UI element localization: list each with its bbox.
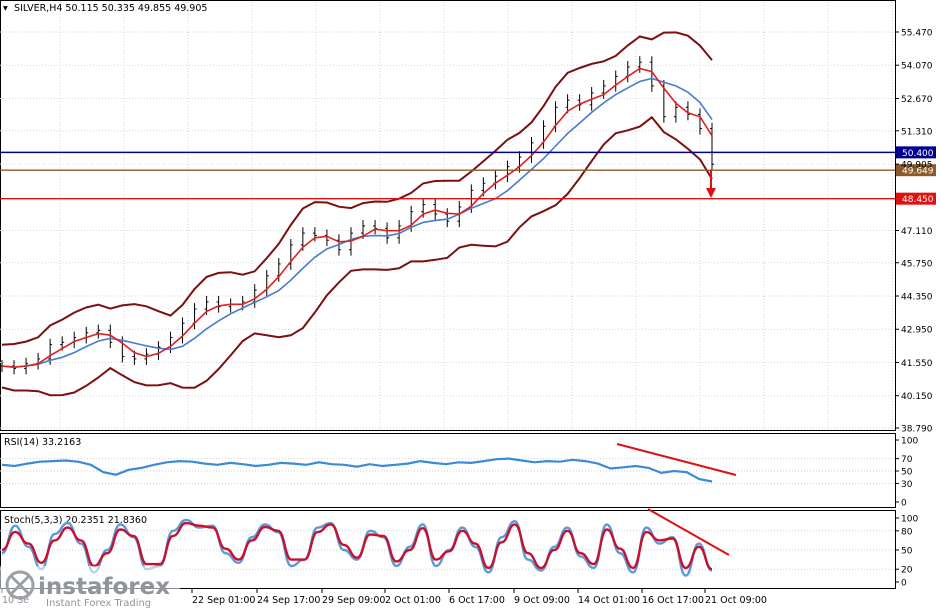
level-49649-tag xyxy=(896,164,936,177)
price-panel[interactable] xyxy=(0,0,896,431)
price-tick-label: 41.550 xyxy=(901,359,933,369)
price-tick-label: 42.950 xyxy=(901,326,933,336)
rsi-line xyxy=(1,457,713,483)
rsi-label: RSI(14) 33.2163 xyxy=(4,437,81,448)
time-tick-label: 9 Oct 09:00 xyxy=(514,595,570,606)
level-48450-tag xyxy=(896,192,936,205)
watermark-tagline: Instant Forex Trading xyxy=(46,598,151,609)
price-tick-label: 52.670 xyxy=(901,95,933,105)
stoch-axis: 100 80 50 20 0 xyxy=(895,515,918,589)
stoch-label: Stoch(5,3,3) 20.2351 21.8360 xyxy=(4,515,147,526)
time-tick-label: 21 Oct 09:00 xyxy=(705,595,767,606)
time-tick-label: 6 Oct 17:00 xyxy=(449,595,505,606)
price-tick-label: 55.470 xyxy=(901,29,933,39)
rsi-tick-label: 0 xyxy=(901,499,907,509)
stoch-tick-label: 20 xyxy=(901,566,913,576)
price-tick-label: 45.750 xyxy=(901,259,933,269)
level-50400-tag-label: 50.400 xyxy=(902,149,934,159)
time-tick-label: 16 Oct 17:00 xyxy=(642,595,704,606)
stoch-tick-label: 80 xyxy=(901,527,913,537)
instaforex-logo-mark xyxy=(5,570,35,600)
rsi-tick-label: 100 xyxy=(901,437,918,447)
rsi-grid xyxy=(0,458,895,484)
price-axis: 55.470 54.070 52.670 51.310 49.905 47.110 45.7… xyxy=(895,29,933,435)
level-lines: 50.400 49.649 48.450 xyxy=(0,146,936,205)
price-tick-label: 54.070 xyxy=(901,62,933,72)
moving-averages xyxy=(1,67,713,369)
time-tick-label: 29 Sep 09:00 xyxy=(322,595,385,606)
level-50400-tag xyxy=(896,146,936,159)
price-tick-label: 49.905 xyxy=(901,161,933,171)
stoch-tick-label: 100 xyxy=(901,515,918,525)
header-arrow-icon: ▾ xyxy=(3,3,8,14)
rsi-series xyxy=(1,457,713,483)
instaforex-logo: instaforex Instant Forex Trading xyxy=(0,566,180,610)
rsi-tick-label: 50 xyxy=(901,468,913,478)
price-tick-label: 51.310 xyxy=(901,127,933,137)
watermark-brand: instaforex xyxy=(38,574,170,600)
time-tick-label: 22 Sep 01:00 xyxy=(192,595,255,606)
stoch-tick-label: 50 xyxy=(901,547,913,557)
rsi-tick-label: 70 xyxy=(901,455,913,465)
down-arrow-icon xyxy=(706,170,716,198)
bollinger-lower xyxy=(1,115,713,397)
price-tick-label: 38.790 xyxy=(901,425,933,435)
level-49649-tag-label: 49.649 xyxy=(902,167,934,177)
price-tick-label: 44.350 xyxy=(901,293,933,303)
stoch-k-series xyxy=(1,518,713,577)
time-tick-label: 2 Oct 01:00 xyxy=(385,595,441,606)
rsi-tick-label: 30 xyxy=(901,480,913,490)
stoch-d-series xyxy=(1,521,713,571)
level-48450-tag-label: 48.450 xyxy=(902,195,934,205)
price-tick-label: 40.150 xyxy=(901,392,933,402)
rsi-trend-line xyxy=(616,443,737,476)
stoch-tick-label: 0 xyxy=(901,579,907,589)
ma-fast-line xyxy=(1,67,713,369)
price-grid xyxy=(0,2,895,430)
rsi-axis: 100 70 50 30 0 xyxy=(895,437,918,509)
time-tick-label: 14 Oct 01:00 xyxy=(578,595,640,606)
time-tick-label: 24 Sep 17:00 xyxy=(257,595,320,606)
symbol-info: SILVER,H4 50.115 50.335 49.855 49.905 xyxy=(14,3,207,14)
stoch-trend-line xyxy=(647,508,730,556)
stoch-lines xyxy=(1,518,713,577)
price-tick-label: 47.110 xyxy=(901,227,933,237)
bollinger-upper xyxy=(1,31,713,346)
